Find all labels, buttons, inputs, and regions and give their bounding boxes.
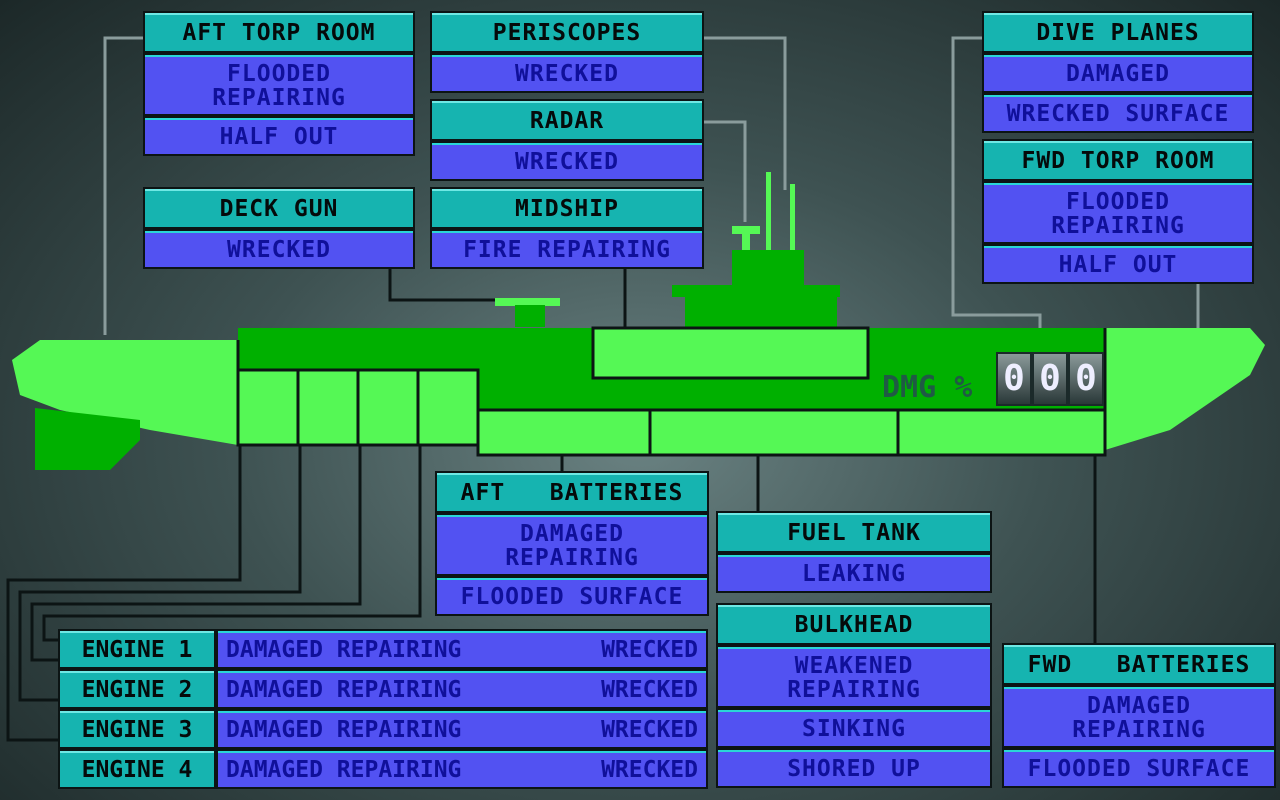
status-text: WRECKED SURFACE (1006, 101, 1230, 127)
status-text: FLOODED (1066, 188, 1170, 215)
status-row: FLOODED REPAIRING (145, 55, 413, 114)
status-row: DAMAGED (984, 55, 1252, 91)
damage-label: DMG % (882, 370, 973, 405)
engine-state: WRECKED (601, 757, 698, 783)
status-row: FLOODED SURFACE (437, 578, 707, 614)
status-text: HALF OUT (1058, 252, 1178, 278)
status-row: WRECKED (145, 231, 413, 267)
status-text: WRECKED (515, 149, 619, 175)
panel-radar: RADAR WRECKED (430, 99, 704, 181)
panel-periscopes: PERISCOPES WRECKED (430, 11, 704, 93)
engine-label: ENGINE 2 (60, 671, 214, 707)
status-text: WRECKED (515, 61, 619, 87)
panel-dive-planes: DIVE PLANES DAMAGED WRECKED SURFACE (982, 11, 1254, 133)
engine-state: WRECKED (601, 677, 698, 703)
status-row: WEAKENED REPAIRING (718, 647, 990, 706)
status-row: HALF OUT (984, 246, 1252, 282)
panel-title: PERISCOPES (432, 13, 702, 51)
connector-lines-dark (6, 269, 1097, 742)
damage-digit: 0 (1068, 352, 1104, 406)
engine-status: DAMAGED REPAIRING WRECKED (218, 631, 706, 667)
panel-title: RADAR (432, 101, 702, 139)
panel-title: FUEL TANK (718, 513, 990, 551)
panel-aft-batteries: AFT BATTERIES DAMAGED REPAIRING FLOODED SUR… (435, 471, 709, 616)
engine-repair-status: DAMAGED REPAIRING (226, 757, 462, 783)
engine-label: ENGINE 4 (60, 751, 214, 787)
status-text: FLOODED (227, 60, 331, 87)
status-text: SHORED UP (787, 756, 921, 782)
status-text: REPAIRING (505, 544, 639, 571)
status-row: FIRE REPAIRING (432, 231, 702, 267)
status-row: WRECKED SURFACE (984, 95, 1252, 131)
panel-title: BULKHEAD (718, 605, 990, 643)
status-text: SINKING (802, 716, 906, 742)
engine-repair-status: DAMAGED REPAIRING (226, 717, 462, 743)
panel-title: DIVE PLANES (984, 13, 1252, 51)
panel-title: AFT BATTERIES (437, 473, 707, 511)
status-text: LEAKING (802, 561, 906, 587)
panel-title: DECK GUN (145, 189, 413, 227)
panel-fuel-tank: FUEL TANK LEAKING (716, 511, 992, 593)
engine-row: ENGINE 1 DAMAGED REPAIRING WRECKED (58, 629, 708, 669)
panel-title: FWD BATTERIES (1004, 645, 1274, 683)
panel-bulkhead: BULKHEAD WEAKENED REPAIRING SINKING SHORED U… (716, 603, 992, 788)
engine-label: ENGINE 1 (60, 631, 214, 667)
panel-title: MIDSHIP (432, 189, 702, 227)
status-text: REPAIRING (212, 84, 346, 111)
panel-title: FWD TORP ROOM (984, 141, 1252, 179)
engine-status: DAMAGED REPAIRING WRECKED (218, 751, 706, 787)
status-text: DAMAGED (1066, 61, 1170, 87)
panel-midship: MIDSHIP FIRE REPAIRING (430, 187, 704, 269)
status-row: FLOODED REPAIRING (984, 183, 1252, 242)
status-row: SINKING (718, 710, 990, 746)
status-row: WRECKED (432, 55, 702, 91)
status-text: WRECKED (227, 237, 331, 263)
status-row: DAMAGED REPAIRING (1004, 687, 1274, 746)
damage-digit: 0 (1032, 352, 1068, 406)
status-text: REPAIRING (787, 676, 921, 703)
connector-lines (103, 36, 1200, 335)
status-text: DAMAGED (1087, 692, 1191, 719)
status-row: WRECKED (432, 143, 702, 179)
status-row: HALF OUT (145, 118, 413, 154)
status-text: DAMAGED (520, 520, 624, 547)
status-row: FLOODED SURFACE (1004, 750, 1274, 786)
panel-aft-torp-room: AFT TORP ROOM FLOODED REPAIRING HALF OUT (143, 11, 415, 156)
status-text: FLOODED SURFACE (460, 584, 684, 610)
engine-state: WRECKED (601, 637, 698, 663)
damage-digit: 0 (996, 352, 1032, 406)
panel-deck-gun: DECK GUN WRECKED (143, 187, 415, 269)
engine-status: DAMAGED REPAIRING WRECKED (218, 671, 706, 707)
engine-row: ENGINE 4 DAMAGED REPAIRING WRECKED (58, 749, 708, 789)
status-text: REPAIRING (1051, 212, 1185, 239)
engine-label: ENGINE 3 (60, 711, 214, 747)
engine-status: DAMAGED REPAIRING WRECKED (218, 711, 706, 747)
panel-fwd-torp-room: FWD TORP ROOM FLOODED REPAIRING HALF OUT (982, 139, 1254, 284)
panel-fwd-batteries: FWD BATTERIES DAMAGED REPAIRING FLOODED SUR… (1002, 643, 1276, 788)
status-text: REPAIRING (1072, 716, 1206, 743)
engine-state: WRECKED (601, 717, 698, 743)
engine-repair-status: DAMAGED REPAIRING (226, 677, 462, 703)
status-row: DAMAGED REPAIRING (437, 515, 707, 574)
status-text: HALF OUT (219, 124, 339, 150)
status-text: WEAKENED (794, 652, 914, 679)
submarine (12, 172, 1265, 470)
engine-row: ENGINE 2 DAMAGED REPAIRING WRECKED (58, 669, 708, 709)
engine-repair-status: DAMAGED REPAIRING (226, 637, 462, 663)
status-text: FLOODED SURFACE (1027, 756, 1251, 782)
status-row: SHORED UP (718, 750, 990, 786)
engine-row: ENGINE 3 DAMAGED REPAIRING WRECKED (58, 709, 708, 749)
status-row: LEAKING (718, 555, 990, 591)
status-text: FIRE REPAIRING (463, 237, 671, 263)
panel-title: AFT TORP ROOM (145, 13, 413, 51)
